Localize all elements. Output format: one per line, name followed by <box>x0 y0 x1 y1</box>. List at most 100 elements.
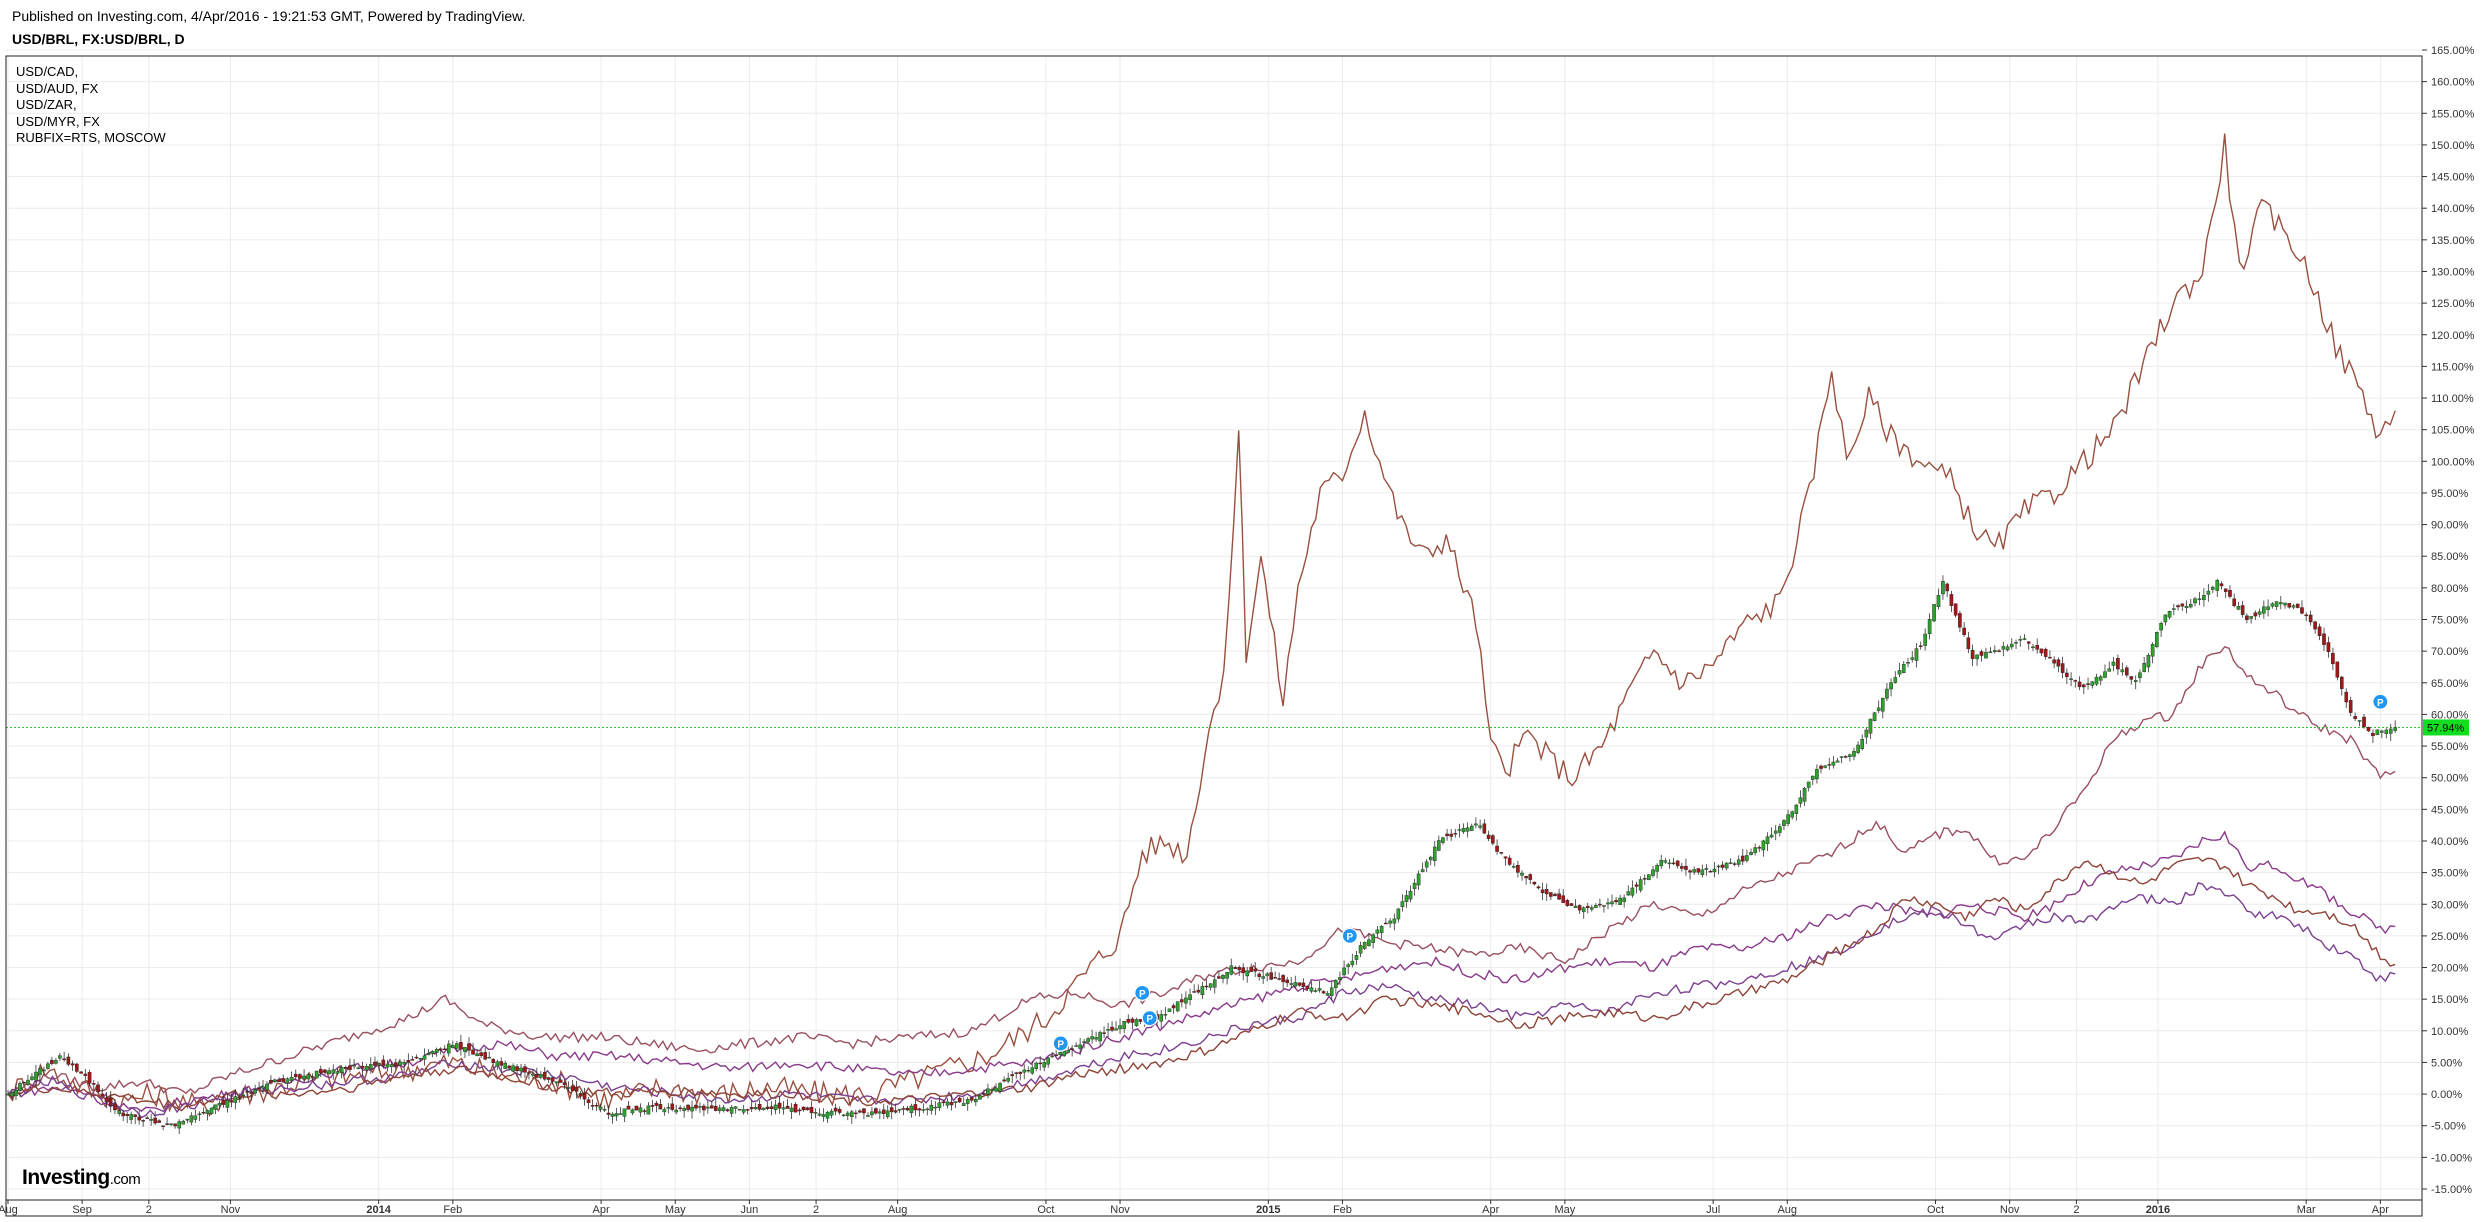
candle <box>467 1037 471 1057</box>
candle <box>1769 827 1774 839</box>
candle <box>277 1077 281 1083</box>
candle <box>642 1108 647 1115</box>
candle <box>201 1107 206 1115</box>
event-marker[interactable]: P <box>1141 1010 1158 1027</box>
y-tick-label: 20.00% <box>2431 963 2469 975</box>
candle <box>998 1081 1002 1094</box>
candle <box>50 1056 54 1066</box>
candle <box>1975 654 1979 666</box>
candle <box>658 1098 663 1110</box>
candle <box>1914 643 1919 668</box>
x-tick-label: Nov <box>2000 1204 2020 1216</box>
candle <box>2249 615 2253 624</box>
candle <box>1204 979 1209 990</box>
candle <box>100 1088 105 1098</box>
candle <box>1334 978 1338 995</box>
candle <box>1046 1056 1050 1068</box>
candle <box>1868 718 1873 739</box>
candle <box>149 1113 153 1126</box>
candle <box>2223 588 2228 598</box>
candle <box>1655 863 1659 879</box>
y-tick-label: 75.00% <box>2431 615 2469 627</box>
candle <box>2375 729 2380 736</box>
candle <box>2035 638 2040 654</box>
candle <box>26 1074 30 1086</box>
candle <box>1184 991 1188 1009</box>
candle <box>343 1065 348 1074</box>
candle <box>1704 864 1709 876</box>
candle <box>1379 924 1384 939</box>
candle <box>866 1112 870 1118</box>
candle <box>1281 973 1285 989</box>
candle <box>402 1059 406 1072</box>
candle <box>1864 727 1869 745</box>
candle <box>2384 728 2389 739</box>
event-marker[interactable]: P <box>2372 693 2389 710</box>
candle <box>1354 951 1359 965</box>
candle <box>145 1115 149 1119</box>
candle <box>2317 623 2322 641</box>
legend-item[interactable]: USD/MYR, FX <box>16 113 100 129</box>
candle <box>678 1105 682 1112</box>
legend-item[interactable]: USD/AUD, FX <box>16 80 99 96</box>
candle <box>1806 781 1811 792</box>
candle <box>2048 650 2052 659</box>
candle <box>594 1102 599 1111</box>
candle <box>937 1096 942 1112</box>
y-tick-label: 140.00% <box>2431 203 2475 215</box>
candle <box>1249 963 1254 972</box>
candle <box>185 1118 190 1124</box>
candle <box>2172 603 2176 616</box>
y-tick-label: 85.00% <box>2431 551 2469 563</box>
candle <box>331 1064 336 1080</box>
candle <box>1042 1059 1046 1072</box>
candle <box>610 1112 615 1124</box>
y-tick-label: 145.00% <box>2431 172 2475 184</box>
candle <box>881 1103 886 1120</box>
candle <box>1384 917 1388 925</box>
candle <box>213 1104 218 1115</box>
candle <box>1130 1017 1135 1030</box>
candle <box>237 1093 242 1103</box>
candle <box>2257 608 2262 618</box>
x-tick-label: Jun <box>740 1204 758 1216</box>
candle <box>1313 988 1318 993</box>
legend-item[interactable]: USD/CAD, <box>16 64 79 79</box>
candle <box>217 1100 222 1110</box>
y-tick-label: 0.00% <box>2431 1089 2462 1101</box>
candle <box>446 1040 451 1057</box>
series-line-rubfix <box>7 133 2396 1117</box>
candle <box>1358 941 1363 958</box>
event-marker[interactable]: P <box>1341 927 1358 944</box>
candle <box>1941 575 1945 600</box>
candle <box>682 1105 686 1118</box>
candle <box>1765 832 1770 852</box>
candle <box>1598 898 1602 908</box>
x-tick-label: 2 <box>2073 1204 2079 1216</box>
candle <box>1590 904 1594 912</box>
candle <box>129 1111 133 1125</box>
candle <box>2111 657 2116 672</box>
candle <box>546 1076 551 1084</box>
candle <box>709 1101 714 1109</box>
candle <box>1936 588 1941 610</box>
candle <box>2388 723 2393 742</box>
candle <box>1371 933 1375 949</box>
event-marker[interactable]: P <box>1052 1035 1069 1052</box>
candle <box>318 1065 323 1078</box>
legend-item[interactable]: USD/ZAR, <box>16 97 77 112</box>
candle <box>1163 1007 1168 1020</box>
candle <box>841 1113 846 1117</box>
candle <box>527 1070 531 1080</box>
candle <box>281 1074 286 1083</box>
legend-item[interactable]: RUBFIX=RTS, MOSCOW <box>16 130 166 145</box>
candle <box>570 1080 575 1092</box>
candle <box>654 1100 659 1113</box>
y-tick-label: 135.00% <box>2431 235 2475 247</box>
event-marker[interactable]: P <box>1134 984 1151 1001</box>
candle <box>1469 823 1474 832</box>
candle <box>535 1067 539 1079</box>
candle <box>801 1106 806 1112</box>
candle <box>885 1105 890 1119</box>
